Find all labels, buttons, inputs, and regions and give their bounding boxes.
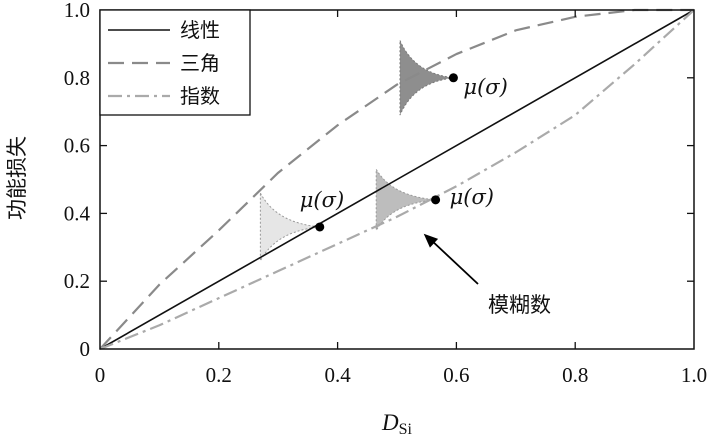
x-tick-label: 1.0 [681,363,707,387]
fuzzy-number-shape-2 [375,167,436,233]
x-tick-label: 0.6 [443,363,469,387]
x-tick-label: 0.4 [324,363,351,387]
annotation-arrow-line [429,238,479,285]
series-line-1 [99,9,695,350]
x-tick-label: 0.8 [562,363,588,387]
annotation-arrow-head [423,233,439,248]
y-tick-label: 0.2 [64,269,90,293]
fuzzy-number-shape-1 [259,192,320,262]
legend-box [99,9,251,116]
y-tick-label: 0.8 [64,66,90,90]
y-tick-label: 0.6 [64,134,90,158]
peak-point-1 [315,222,325,232]
series-line-3 [99,9,695,351]
y-axis-label: 功能损失 [5,136,29,220]
y-tick-label: 0 [80,337,91,361]
x-axis-label-main: D [381,410,399,435]
legend-label-1: 线性 [180,18,220,42]
peak-points-layer [315,73,458,232]
x-tick-label: 0.2 [206,363,232,387]
annotations-layer: μ(σ) μ(σ) μ(σ) 模糊数 [300,75,551,317]
mu-sigma-label-3: μ(σ) [463,75,507,99]
x-axis-label: DSi [381,410,413,437]
y-tick-label: 1.0 [64,0,90,22]
series-line-2 [99,8,694,350]
fuzzy-shapes-layer [259,40,454,262]
mu-sigma-label-1: μ(σ) [300,188,344,212]
series-layer [99,8,695,351]
peak-point-2 [431,195,441,205]
x-axis-label-sub: Si [399,421,413,437]
y-tick-label: 0.4 [64,201,91,225]
legend-label-2: 三角 [180,51,220,75]
x-tick-label: 0 [95,363,106,387]
peak-point-3 [448,73,458,83]
ticks-layer: 0 0.2 0.4 0.6 0.8 1.0 0 0.2 0.4 0.6 0.8 1.0 [64,0,707,387]
plot-frame [99,9,695,350]
mu-sigma-label-2: μ(σ) [450,185,494,209]
legend-label-3: 指数 [180,84,220,108]
fuzzy-number-annotation: 模糊数 [488,293,551,317]
